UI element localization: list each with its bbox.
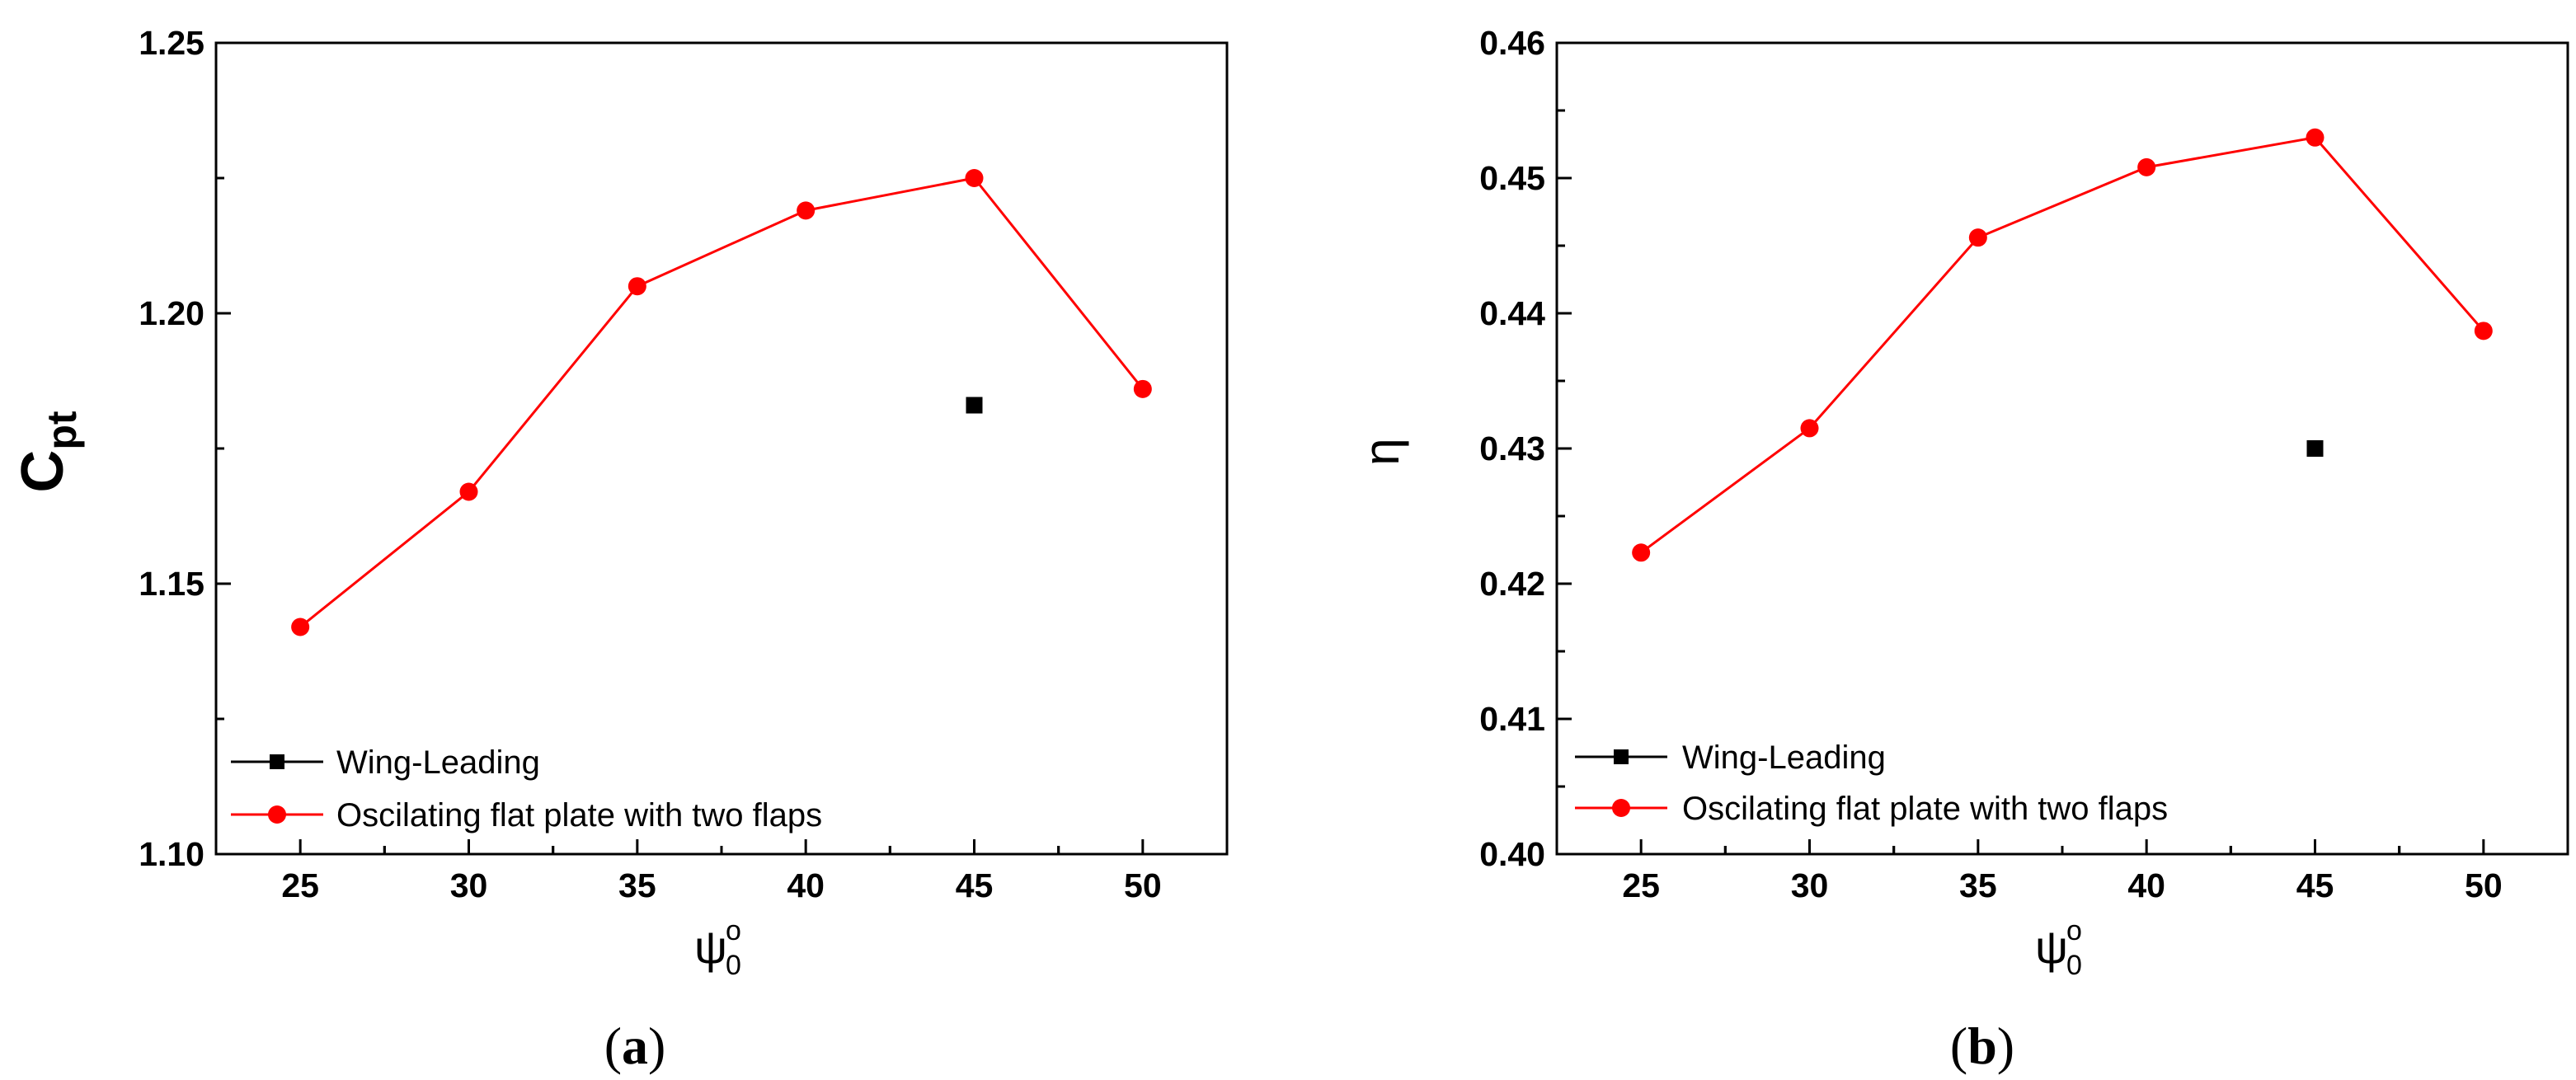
- x-tick-label: 35: [1959, 866, 1997, 904]
- legend-marker-square: [270, 754, 284, 769]
- legend-entry-wing-leading: Wing-Leading: [231, 744, 540, 781]
- x-tick-label: 50: [1124, 866, 1162, 904]
- legend-entry-wing-leading: Wing-Leading: [1575, 740, 1886, 776]
- x-axis-label-sup: o: [726, 915, 741, 946]
- data-point-circle: [1968, 228, 1987, 247]
- data-point-circle: [797, 201, 816, 220]
- x-tick-label: 30: [1791, 866, 1829, 904]
- x-tick-label: 50: [2465, 866, 2503, 904]
- legend-label: Wing-Leading: [336, 744, 540, 781]
- data-point-circle: [2306, 128, 2325, 147]
- y-tick-label: 0.46: [1479, 24, 1545, 62]
- x-tick-label: 40: [787, 866, 825, 904]
- x-axis-label-sub: 0: [726, 950, 741, 981]
- y-tick-label: 1.15: [139, 565, 204, 603]
- y-tick-label: 0.41: [1479, 700, 1545, 738]
- x-tick-label: 45: [956, 866, 994, 904]
- x-axis-label: ψ o 0: [2035, 915, 2082, 981]
- x-tick-label: 45: [2296, 866, 2334, 904]
- x-tick-label: 40: [2127, 866, 2165, 904]
- y-axis-label: Cpt: [10, 411, 85, 493]
- y-axis-label-sub: pt: [39, 411, 85, 450]
- y-tick-label: 0.43: [1479, 430, 1545, 467]
- legend-label: Oscilating flat plate with two flaps: [1682, 791, 2168, 827]
- data-point-square: [966, 397, 983, 414]
- data-point-square: [2306, 440, 2324, 457]
- chart-panel-a: 1.101.151.201.25 25 30 35 40 45 50 Cpt ψ o 0 …: [10, 24, 1229, 1075]
- panel-caption-letter: a: [622, 1017, 648, 1075]
- y-axis-label: η: [1354, 438, 1409, 465]
- legend-label: Wing-Leading: [1682, 740, 1886, 776]
- y-axis-label-main: η: [1354, 438, 1409, 465]
- x-axis-label-symbol: ψ: [2035, 921, 2068, 973]
- y-axis-ticks: 0.40 0.41 0.42 0.43 0.44 0.45 0.46: [1479, 24, 1572, 873]
- x-tick-label: 25: [281, 866, 319, 904]
- data-point-circle: [1632, 543, 1651, 562]
- x-tick-label: 30: [450, 866, 488, 904]
- x-axis-label-sup: o: [2066, 915, 2082, 946]
- y-tick-label: 1.10: [139, 835, 204, 873]
- x-tick-label: 25: [1622, 866, 1660, 904]
- data-point-circle: [2474, 322, 2493, 340]
- x-axis-ticks: 25 30 35 40 45 50: [281, 839, 1162, 904]
- y-tick-label: 0.42: [1479, 565, 1545, 603]
- legend-marker-circle: [268, 805, 286, 824]
- legend: Wing-Leading Oscilating flat plate with …: [231, 744, 822, 833]
- legend-entry-oscillating-plate: Oscilating flat plate with two flaps: [231, 797, 822, 833]
- series-line: [299, 176, 1145, 628]
- legend-entry-oscillating-plate: Oscilating flat plate with two flaps: [1575, 791, 2168, 827]
- x-axis-label-sub: 0: [2066, 950, 2082, 981]
- legend: Wing-Leading Oscilating flat plate with …: [1575, 740, 2168, 827]
- data-point-circle: [1133, 379, 1152, 398]
- panel-caption-a: (a): [604, 1017, 666, 1075]
- data-marks: [291, 169, 1152, 636]
- data-point-circle: [1800, 419, 1819, 438]
- y-tick-label: 1.20: [139, 294, 204, 332]
- data-point-circle: [2137, 157, 2156, 176]
- x-axis-label: ψ o 0: [694, 915, 741, 981]
- legend-marker-circle: [1612, 799, 1630, 817]
- x-axis-label-symbol: ψ: [694, 921, 727, 973]
- plot-frame: [214, 41, 1229, 856]
- x-tick-label: 35: [618, 866, 656, 904]
- x-axis-ticks: 25 30 35 40 45 50: [1622, 839, 2503, 904]
- y-tick-label: 0.40: [1479, 835, 1545, 873]
- panel-caption-b: (b): [1950, 1017, 2014, 1075]
- y-tick-label: 0.45: [1479, 159, 1545, 197]
- panel-caption-letter: b: [1967, 1017, 1997, 1075]
- data-point-circle: [459, 482, 478, 501]
- plot-frame: [1555, 41, 2569, 856]
- legend-label: Oscilating flat plate with two flaps: [336, 797, 822, 833]
- legend-marker-square: [1614, 749, 1629, 764]
- y-tick-label: 0.44: [1479, 294, 1545, 332]
- series-line: [1640, 136, 2484, 554]
- y-axis-label-main: C: [10, 450, 76, 493]
- data-point-circle: [628, 277, 646, 296]
- data-point-circle: [965, 169, 984, 187]
- y-axis-ticks: 1.10 1.15 1.20 1.25: [139, 24, 231, 873]
- data-point-circle: [291, 617, 310, 636]
- y-tick-label: 1.25: [139, 24, 204, 62]
- chart-panel-b: 0.40 0.41 0.42 0.43 0.44 0.45 0.46 25 30 35 40 45 5…: [1354, 24, 2569, 1075]
- data-marks: [1632, 128, 2493, 562]
